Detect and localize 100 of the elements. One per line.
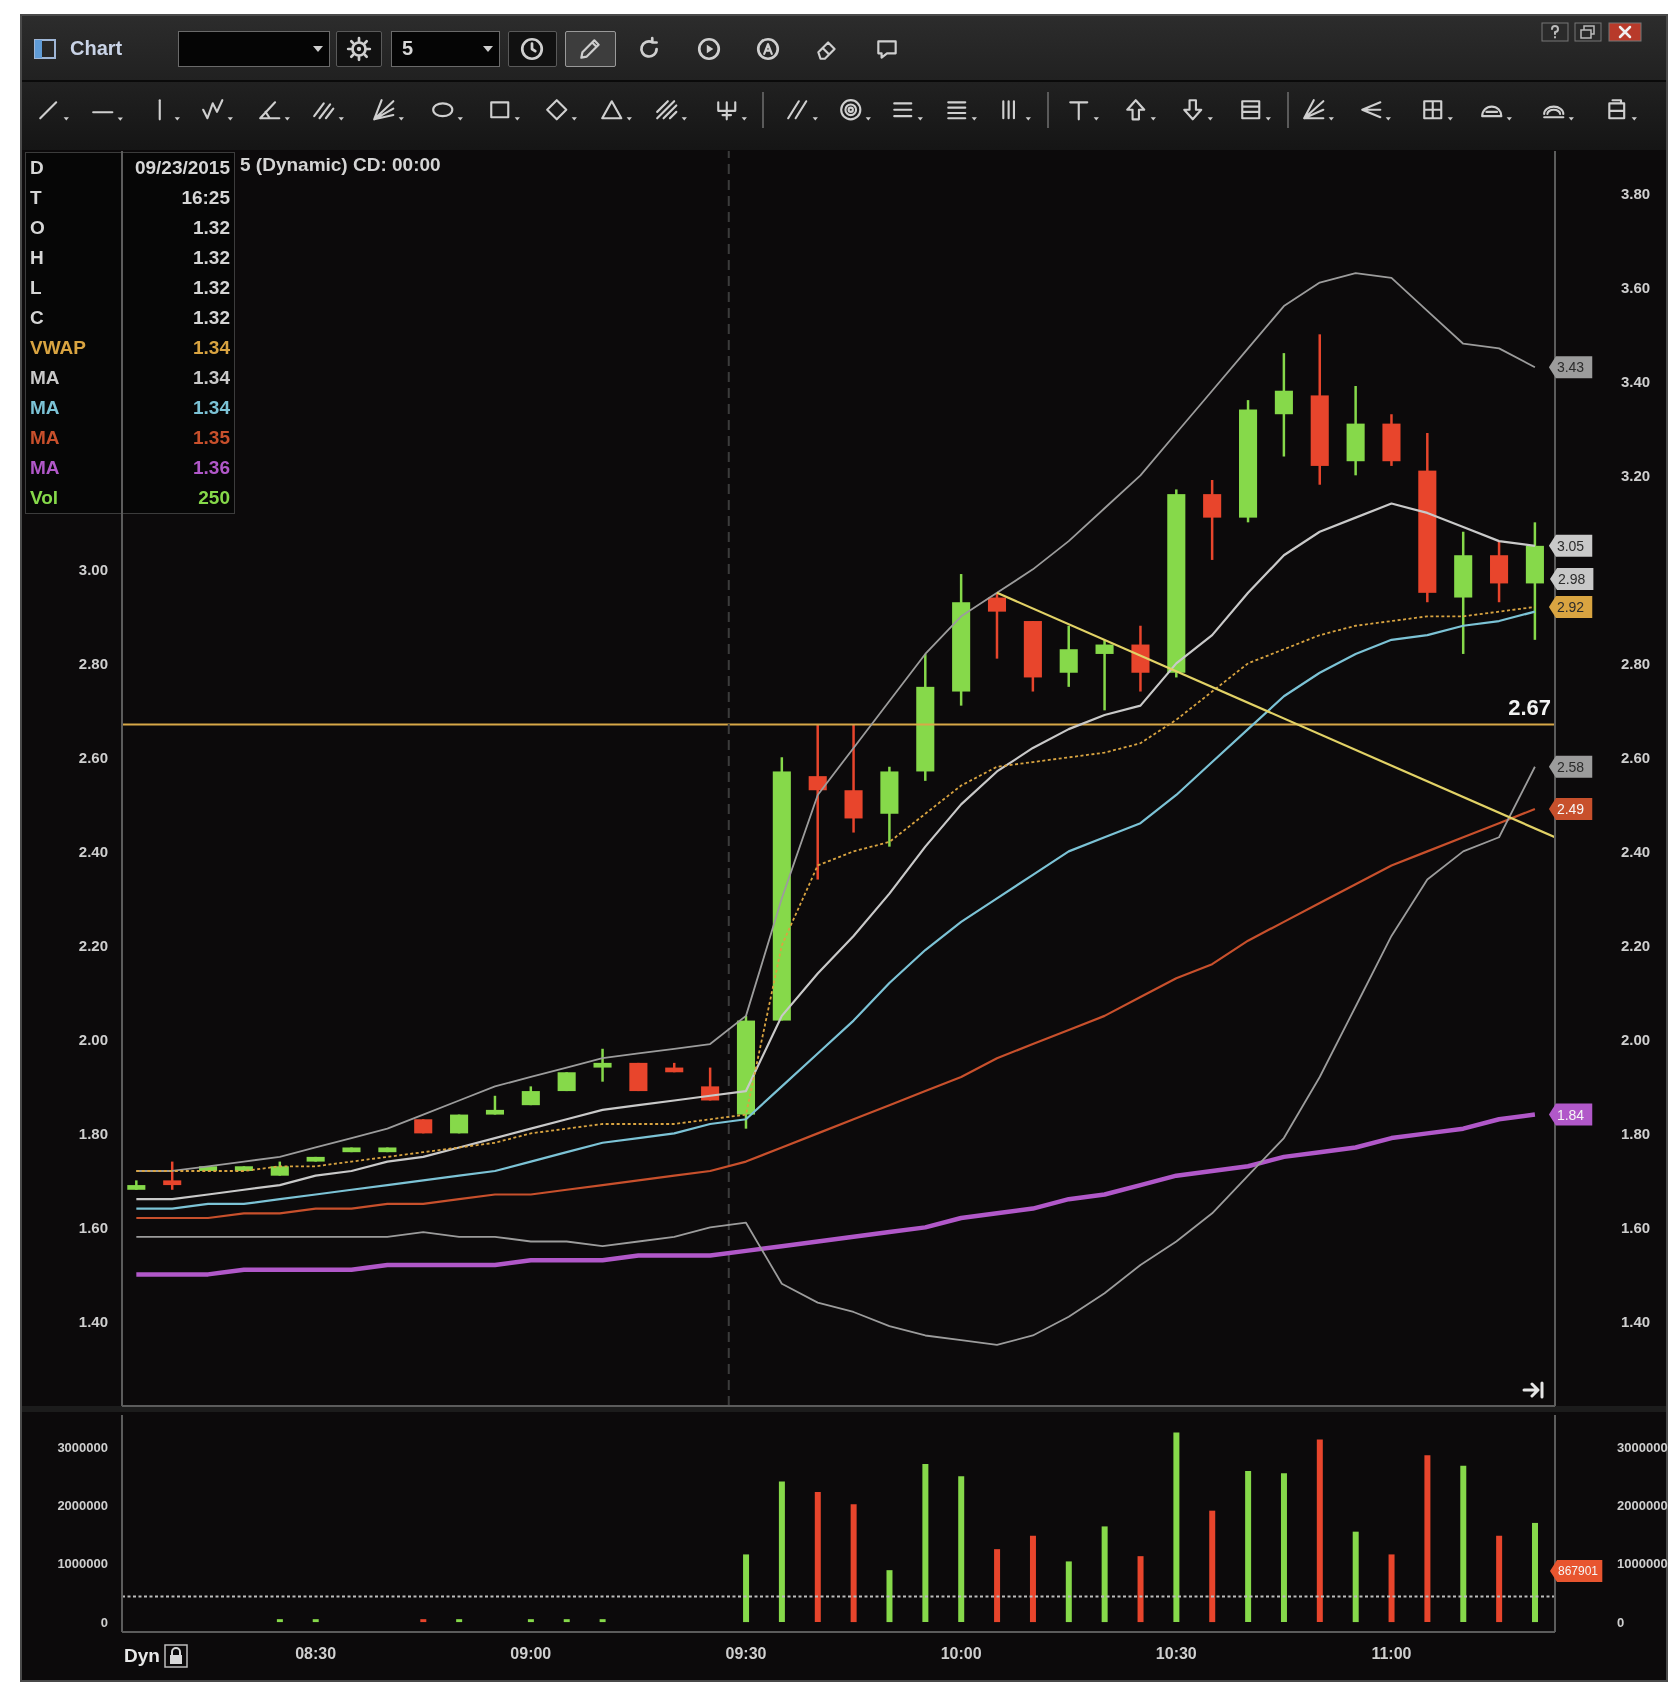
bar <box>958 1476 965 1623</box>
x-tick-label: 09:00 <box>510 1645 552 1663</box>
bar <box>527 1619 534 1623</box>
y-tick-label: 0 <box>1617 1614 1625 1630</box>
y-tick-label: 2.40 <box>78 842 108 860</box>
bar <box>276 1619 283 1623</box>
y-tick-label: 2.60 <box>78 748 108 766</box>
category-label: MA <box>30 367 60 389</box>
category-label: L <box>30 277 42 299</box>
bar <box>1460 1465 1467 1623</box>
x-tick-label: 11:00 <box>1371 1645 1412 1663</box>
text: 250 <box>198 487 230 508</box>
candlestick <box>1203 478 1222 562</box>
candlestick <box>485 1094 505 1116</box>
data-label: 2.49 <box>1556 801 1585 818</box>
data-label: 3.43 <box>1556 359 1585 376</box>
bar <box>1209 1510 1216 1623</box>
text: 09/23/2015 <box>134 157 230 178</box>
y-tick-label: 3000000 <box>1617 1439 1668 1455</box>
y2-tick-label: 3.60 <box>1621 278 1651 296</box>
text: 1.34 <box>193 367 230 388</box>
bar <box>1065 1561 1072 1623</box>
bar <box>456 1619 463 1623</box>
text: 1.32 <box>193 217 230 238</box>
bar <box>994 1549 1001 1623</box>
y2-tick-label: 3.40 <box>1621 372 1651 390</box>
text: 1.36 <box>193 457 230 478</box>
y2-tick-label: 3.80 <box>1621 184 1651 202</box>
bar <box>1531 1522 1538 1623</box>
bar <box>1388 1554 1395 1623</box>
category-label: T <box>30 187 42 209</box>
text: 867901 <box>1558 1564 1599 1579</box>
line-series <box>135 765 1536 1346</box>
y-tick-label: 2.20 <box>78 936 108 954</box>
bar <box>886 1570 893 1623</box>
bar <box>1352 1531 1359 1623</box>
line-series <box>135 807 1536 1220</box>
bar <box>1424 1455 1431 1623</box>
text: 2.98 <box>1558 571 1586 588</box>
chart-title: 5 (Dynamic) CD: 00:00 <box>240 154 441 176</box>
y-tick-label: 2.80 <box>78 654 108 672</box>
text: 16:25 <box>181 187 230 208</box>
ref-line-label: 2.67 <box>1508 695 1551 721</box>
candlestick <box>1059 624 1078 689</box>
bar <box>922 1464 929 1623</box>
category-label: D <box>30 157 44 179</box>
bar <box>850 1504 857 1623</box>
bar <box>778 1481 785 1623</box>
category-label: MA <box>30 427 60 449</box>
bar <box>1173 1432 1180 1623</box>
bar <box>563 1619 570 1623</box>
y-tick-label: 2.00 <box>78 1030 108 1048</box>
candlestick <box>1274 351 1293 458</box>
category-label: Vol <box>30 487 59 509</box>
line-series <box>134 1112 1538 1277</box>
candlestick <box>808 723 827 881</box>
bar <box>1316 1439 1323 1623</box>
candlestick <box>987 591 1007 660</box>
text: 1.34 <box>193 337 230 358</box>
y-tick-label: 1.80 <box>78 1124 108 1142</box>
bar <box>814 1492 821 1623</box>
y-tick-label: 2000000 <box>1617 1498 1668 1514</box>
text: 1.32 <box>193 277 230 298</box>
x-tick-label: 08:30 <box>295 1645 337 1663</box>
data-label: 2.92 <box>1556 598 1585 615</box>
bar <box>1280 1473 1287 1623</box>
x-tick-label: 10:00 <box>940 1645 982 1663</box>
text: Dyn <box>124 1645 160 1667</box>
bar <box>1245 1471 1252 1623</box>
bar <box>1029 1535 1036 1623</box>
text: 1.34 <box>193 397 230 418</box>
x-tick-label: 10:30 <box>1155 1645 1197 1663</box>
text: 1.32 <box>193 307 230 328</box>
category-label: H <box>30 247 44 269</box>
data-label: 1.84 <box>1556 1106 1585 1123</box>
bar <box>1496 1535 1503 1623</box>
text: 1.32 <box>193 247 230 268</box>
candlestick <box>163 1160 182 1192</box>
category-label: MA <box>30 397 60 419</box>
bar <box>599 1619 606 1623</box>
text: 5 <box>402 37 414 60</box>
x-tick-label: 09:30 <box>725 1645 767 1663</box>
data-label: 2.58 <box>1556 758 1585 775</box>
bar <box>1101 1526 1108 1623</box>
text: Chart <box>70 37 123 60</box>
data-label: 3.05 <box>1556 537 1585 554</box>
bar <box>1137 1556 1144 1623</box>
category-label: VWAP <box>30 337 86 359</box>
bar <box>420 1619 427 1623</box>
bar <box>743 1554 750 1623</box>
y-tick-label: 1000000 <box>1617 1556 1668 1572</box>
category-label: MA <box>30 457 60 479</box>
y-tick-label: 1.60 <box>78 1218 108 1236</box>
candlestick <box>1095 638 1114 712</box>
y-tick-label: 1.40 <box>78 1312 108 1330</box>
y2-tick-label: 3.20 <box>1621 466 1651 484</box>
candlestick <box>593 1047 612 1083</box>
bar <box>312 1619 319 1623</box>
y-tick-label: 3.00 <box>78 560 108 578</box>
category-label: O <box>30 217 45 239</box>
